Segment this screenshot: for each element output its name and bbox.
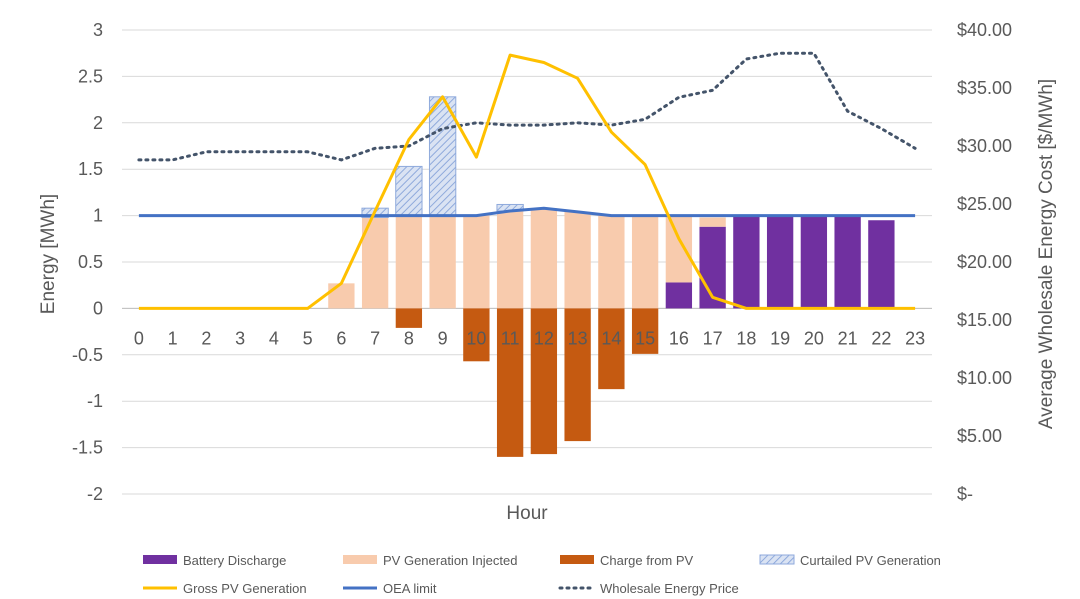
y-tick-label: 2.5: [78, 66, 103, 86]
legend-swatch: [759, 554, 795, 565]
bar-pv-generation-injected: [564, 211, 591, 309]
x-tick-label: 1: [168, 328, 178, 348]
line-marks: [137, 51, 917, 310]
bar-pv-generation-injected: [665, 215, 693, 283]
y2-tick-label: $30.00: [957, 136, 1012, 156]
x-tick-label: 22: [871, 328, 891, 348]
y-tick-label: 1.5: [78, 159, 103, 179]
y2-tick-label: $-: [957, 484, 973, 504]
bar-marks: [328, 96, 895, 457]
legend-label: Battery Discharge: [183, 553, 286, 568]
axes: -2 -1.5 -1 -0.5 0 0.5 1 1.5 2 2.5 3 $- $5.00 $10.00 $1…: [72, 20, 1012, 504]
bar-curtailed-pv-generation: [395, 165, 423, 217]
legend-label: Charge from PV: [600, 553, 694, 568]
y-tick-label: 1: [93, 206, 103, 226]
y2-tick-label: $25.00: [957, 194, 1012, 214]
y2-axis-title: Average Wholesale Energy Cost [$/MWh]: [1036, 79, 1057, 429]
y-tick-label: -0.5: [72, 345, 103, 365]
x-tick-label: 8: [404, 328, 414, 348]
y2-tick-label: $15.00: [957, 310, 1012, 330]
x-tick-label: 23: [905, 328, 925, 348]
x-tick-label: 5: [303, 328, 313, 348]
bar-charge-from-pv: [463, 308, 490, 362]
bar-battery-discharge: [800, 216, 828, 309]
bar-battery-discharge: [868, 220, 895, 309]
legend-label: Curtailed PV Generation: [800, 553, 941, 568]
y-tick-label: 2: [93, 113, 103, 133]
x-tick-label: 6: [336, 328, 346, 348]
bar-pv-generation-injected: [631, 215, 659, 309]
bar-curtailed-pv-generation: [428, 96, 457, 217]
x-tick-label: 15: [635, 328, 655, 348]
bar-charge-from-pv: [598, 308, 625, 390]
legend-label: Gross PV Generation: [183, 581, 307, 596]
bar-charge-from-pv: [530, 308, 558, 455]
y-tick-label: 0.5: [78, 252, 103, 272]
x-axis-title: Hour: [506, 503, 548, 524]
bar-pv-generation-injected: [598, 215, 625, 309]
y-tick-label: -1.5: [72, 438, 103, 458]
x-tick-label: 17: [703, 328, 723, 348]
x-tick-label: 13: [568, 328, 588, 348]
bar-charge-from-pv: [564, 308, 591, 442]
legend: Battery Discharge PV Generation Injected C…: [143, 553, 941, 596]
x-tick-label: 21: [838, 328, 858, 348]
x-tick-label: 16: [669, 328, 689, 348]
bar-battery-discharge: [766, 216, 794, 309]
bar-charge-from-pv: [496, 308, 524, 457]
legend-swatch: [560, 555, 594, 564]
line-wholesale-energy-price: [137, 51, 917, 162]
bar-pv-generation-injected: [395, 215, 423, 309]
bar-battery-discharge: [834, 216, 861, 309]
x-tick-label: 11: [501, 328, 520, 348]
bar-pv-generation-injected: [699, 217, 726, 227]
legend-swatch: [143, 555, 177, 564]
y-tick-label: -1: [87, 391, 103, 411]
legend-label: PV Generation Injected: [383, 553, 517, 568]
x-tick-label: 3: [235, 328, 245, 348]
x-tick-label: 18: [736, 328, 756, 348]
bar-pv-generation-injected: [496, 210, 524, 309]
x-tick-label: 4: [269, 328, 279, 348]
x-tick-label: 20: [804, 328, 824, 348]
legend-label: Wholesale Energy Price: [600, 581, 739, 596]
bar-pv-generation-injected: [429, 215, 456, 309]
legend-label: OEA limit: [383, 581, 437, 596]
bar-pv-generation-injected: [530, 208, 558, 309]
bar-pv-generation-injected: [328, 283, 355, 309]
y-axis-title: Energy [MWh]: [38, 194, 59, 314]
x-tick-label: 14: [601, 328, 621, 348]
bar-battery-discharge: [733, 216, 760, 309]
x-tick-label: 9: [438, 328, 448, 348]
y2-tick-label: $20.00: [957, 252, 1012, 272]
x-tick-label: 7: [370, 328, 380, 348]
legend-swatch: [343, 555, 377, 564]
y2-tick-label: $40.00: [957, 20, 1012, 40]
y2-tick-label: $10.00: [957, 368, 1012, 388]
bar-charge-from-pv: [395, 308, 423, 328]
y2-tick-label: $5.00: [957, 426, 1002, 446]
y-tick-label: 0: [93, 298, 103, 318]
y-tick-label: 3: [93, 20, 103, 40]
bar-battery-discharge: [665, 282, 693, 309]
x-tick-label: 19: [770, 328, 790, 348]
x-tick-label: 2: [201, 328, 211, 348]
x-tick-label: 12: [534, 328, 554, 348]
bar-pv-generation-injected: [463, 215, 490, 309]
x-tick-label: 10: [466, 328, 486, 348]
y-tick-label: -2: [87, 484, 103, 504]
y2-tick-label: $35.00: [957, 78, 1012, 98]
line-gross-pv-generation: [138, 53, 916, 310]
line-oea-limit: [138, 206, 916, 218]
x-tick-label: 0: [134, 328, 144, 348]
bar-charge-from-pv: [631, 308, 659, 354]
